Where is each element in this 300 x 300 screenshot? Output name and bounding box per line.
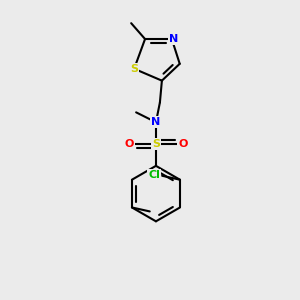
Text: N: N <box>169 34 178 44</box>
Text: O: O <box>178 139 188 149</box>
Text: O: O <box>124 139 134 149</box>
Text: S: S <box>130 64 138 74</box>
Text: S: S <box>152 139 160 149</box>
Text: Cl: Cl <box>148 170 160 180</box>
Text: N: N <box>151 117 160 127</box>
